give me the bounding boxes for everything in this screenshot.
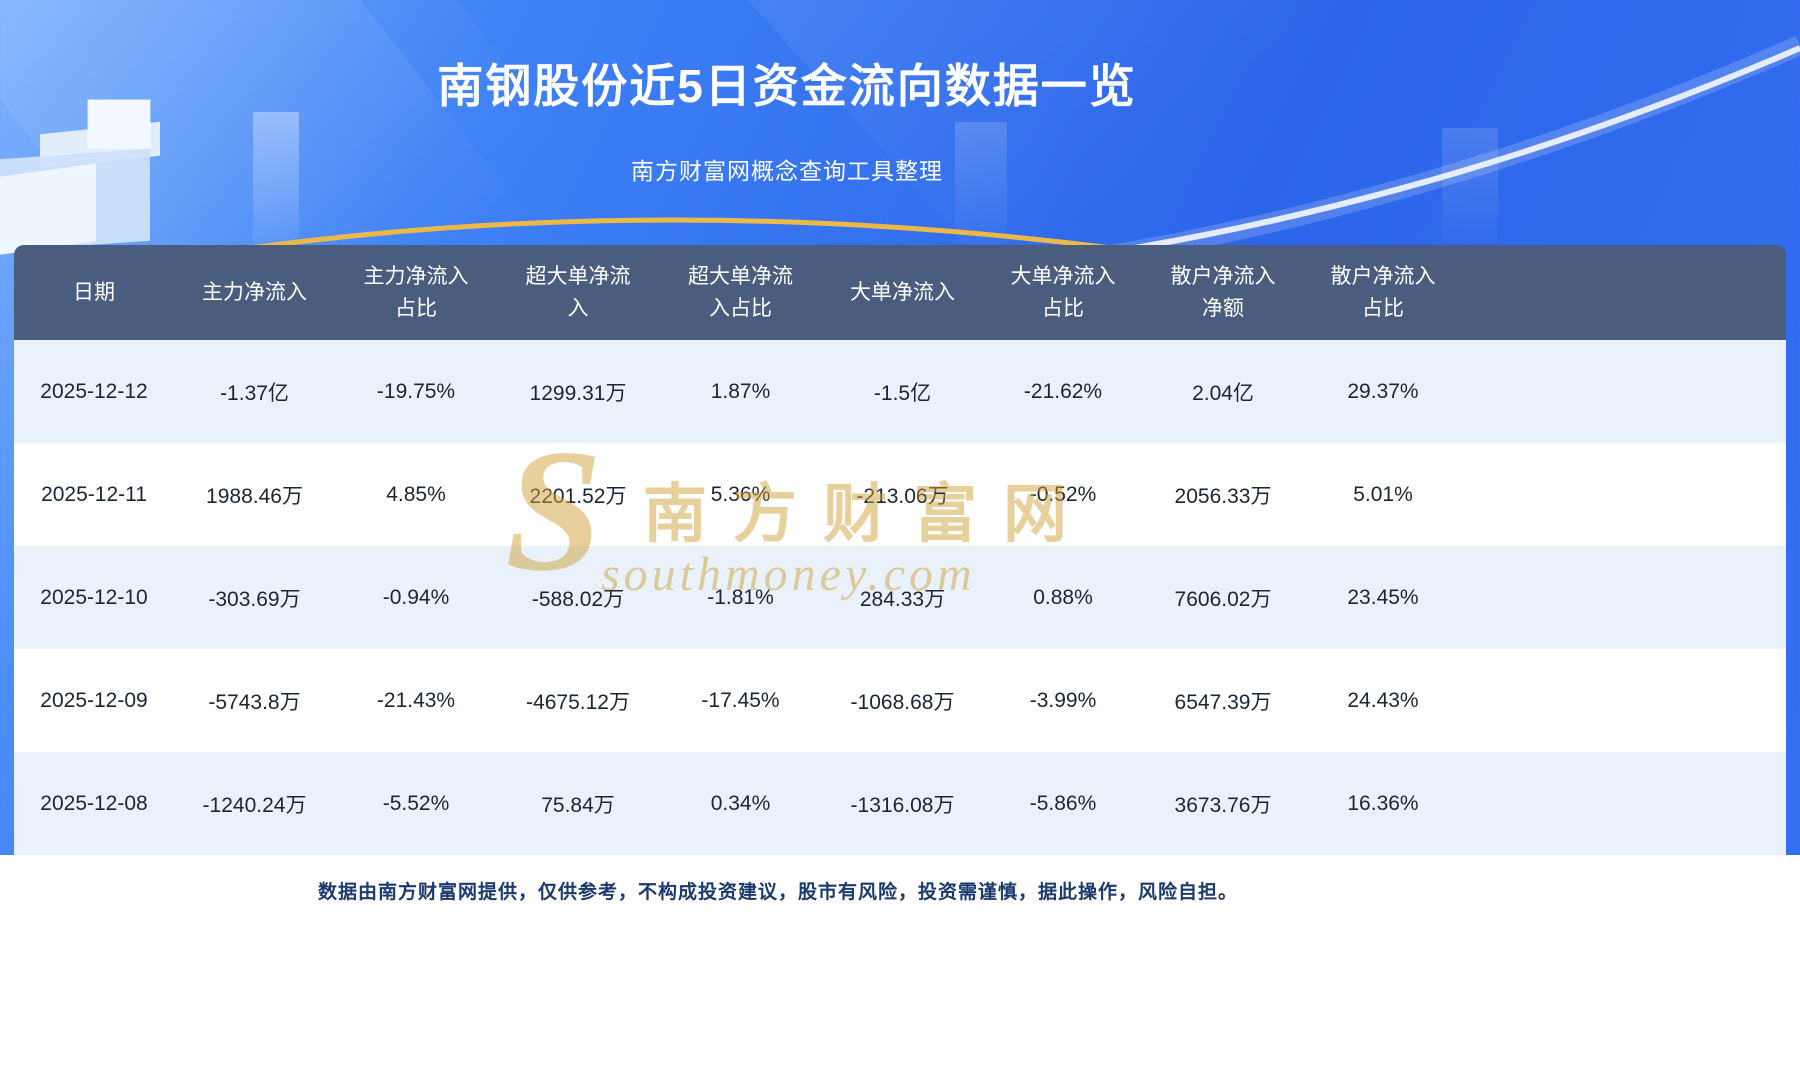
value-cell: -1.37亿 [220,381,289,405]
value-cell: -213.06万 [856,484,949,508]
table-header-row: 日期 主力净流入 主力净流入 占比 超大单净流 入 超大单净流 入占比 大单净流入 大单净流… [14,245,1786,340]
date-cell: 2025-12-10 [40,585,148,609]
value-cell: 7606.02万 [1174,587,1272,611]
value-cell: 1.87% [710,379,771,403]
disclaimer-text: 数据由南方财富网提供，仅供参考，不构成投资建议，股市有风险，投资需谨慎，据此操作… [317,882,1239,903]
column-header-0: 日期 [73,280,115,304]
value-cell: -1240.24万 [202,793,307,817]
value-cell: -21.62% [1023,379,1103,403]
value-cell: -1316.08万 [850,793,955,817]
gold-arc [249,217,1113,251]
value-cell: -4675.12万 [526,690,630,714]
decorative-arcs [249,35,1800,278]
column-header-1: 主力净流入 [202,280,307,304]
value-cell: -5743.8万 [208,690,301,714]
value-cell: -21.43% [376,688,456,712]
date-cell: 2025-12-09 [40,688,148,712]
value-cell: 6547.39万 [1174,690,1272,714]
capital-flow-table: 日期 主力净流入 主力净流入 占比 超大单净流 入 超大单净流 入占比 大单净流入 大单净流… [14,245,1786,855]
value-cell: -588.02万 [531,587,625,611]
value-cell: 1299.31万 [529,381,627,405]
table-row: 2025-12-11 1988.46万 4.85% 2201.52万 5.36% -213… [14,443,1786,546]
page-subtitle: 南方财富网概念查询工具整理 [631,158,943,184]
column-header-3: 超大单净流 入 [525,265,631,320]
value-cell: 2.04亿 [1192,381,1254,405]
white-glow-arc [1028,35,1800,278]
value-cell: 5.01% [1353,482,1413,506]
table-row: 2025-12-09 -5743.8万 -21.43% -4675.12万 -17.45… [14,649,1786,752]
date-cell: 2025-12-11 [41,482,147,506]
column-header-5: 大单净流入 [850,280,955,304]
table-row: 2025-12-08 -1240.24万 -5.52% 75.84万 0.34% -131… [14,752,1786,855]
value-cell: 29.37% [1347,379,1419,403]
value-cell: 284.33万 [859,587,946,611]
value-cell: 2056.33万 [1174,484,1272,508]
building-block [40,121,160,169]
value-cell: -0.94% [382,585,450,609]
value-cell: -17.45% [701,688,780,712]
value-cell: -1068.68万 [850,690,955,714]
value-cell: -303.69万 [208,587,301,611]
table-row: 2025-12-10 -303.69万 -0.94% -588.02万 -1.81% 28… [14,546,1786,649]
value-cell: 23.45% [1347,585,1419,609]
value-cell: 16.36% [1347,791,1419,815]
footer-band: 数据由南方财富网提供，仅供参考，不构成投资建议，股市有风险，投资需谨慎，据此操作… [0,855,1800,1068]
value-cell: 4.85% [386,482,446,506]
column-header-6: 大单净流入 占比 [1010,265,1116,320]
background-pillar [1442,128,1498,244]
value-cell: 2201.52万 [529,484,627,508]
value-cell: 3673.76万 [1174,793,1272,817]
column-header-7: 散户净流入 净额 [1170,265,1276,320]
column-header-2: 主力净流入 占比 [363,265,469,320]
value-cell: -3.99% [1029,688,1097,712]
table-body: 2025-12-12 -1.37亿 -19.75% 1299.31万 1.87% -1.5… [14,340,1786,855]
background-pillar [253,112,299,245]
value-cell: 0.88% [1033,585,1093,609]
building-block [88,100,150,148]
value-cell: 24.43% [1347,688,1419,712]
value-cell: 1988.46万 [206,484,303,508]
column-header-4: 超大单净流 入占比 [688,265,793,320]
value-cell: -1.5亿 [873,381,932,405]
column-header-8: 散户净流入 占比 [1330,265,1436,320]
value-cell: -5.86% [1029,791,1097,815]
building-block [0,148,150,252]
value-cell: -19.75% [376,379,456,403]
date-cell: 2025-12-08 [40,791,148,815]
value-cell: 0.34% [710,791,771,815]
value-cell: -0.52% [1029,482,1097,506]
background-pillar [955,122,1007,244]
value-cell: 5.36% [710,482,771,506]
building-illustration [0,92,220,255]
value-cell: -1.81% [707,585,774,609]
date-cell: 2025-12-12 [40,379,148,403]
table-row: 2025-12-12 -1.37亿 -19.75% 1299.31万 1.87% -1.5… [14,340,1786,443]
page-title: 南钢股份近5日资金流向数据一览 [437,60,1137,112]
value-cell: 75.84万 [541,793,615,817]
white-arc [1029,45,1800,267]
building-block [0,163,96,255]
value-cell: -5.52% [382,791,450,815]
